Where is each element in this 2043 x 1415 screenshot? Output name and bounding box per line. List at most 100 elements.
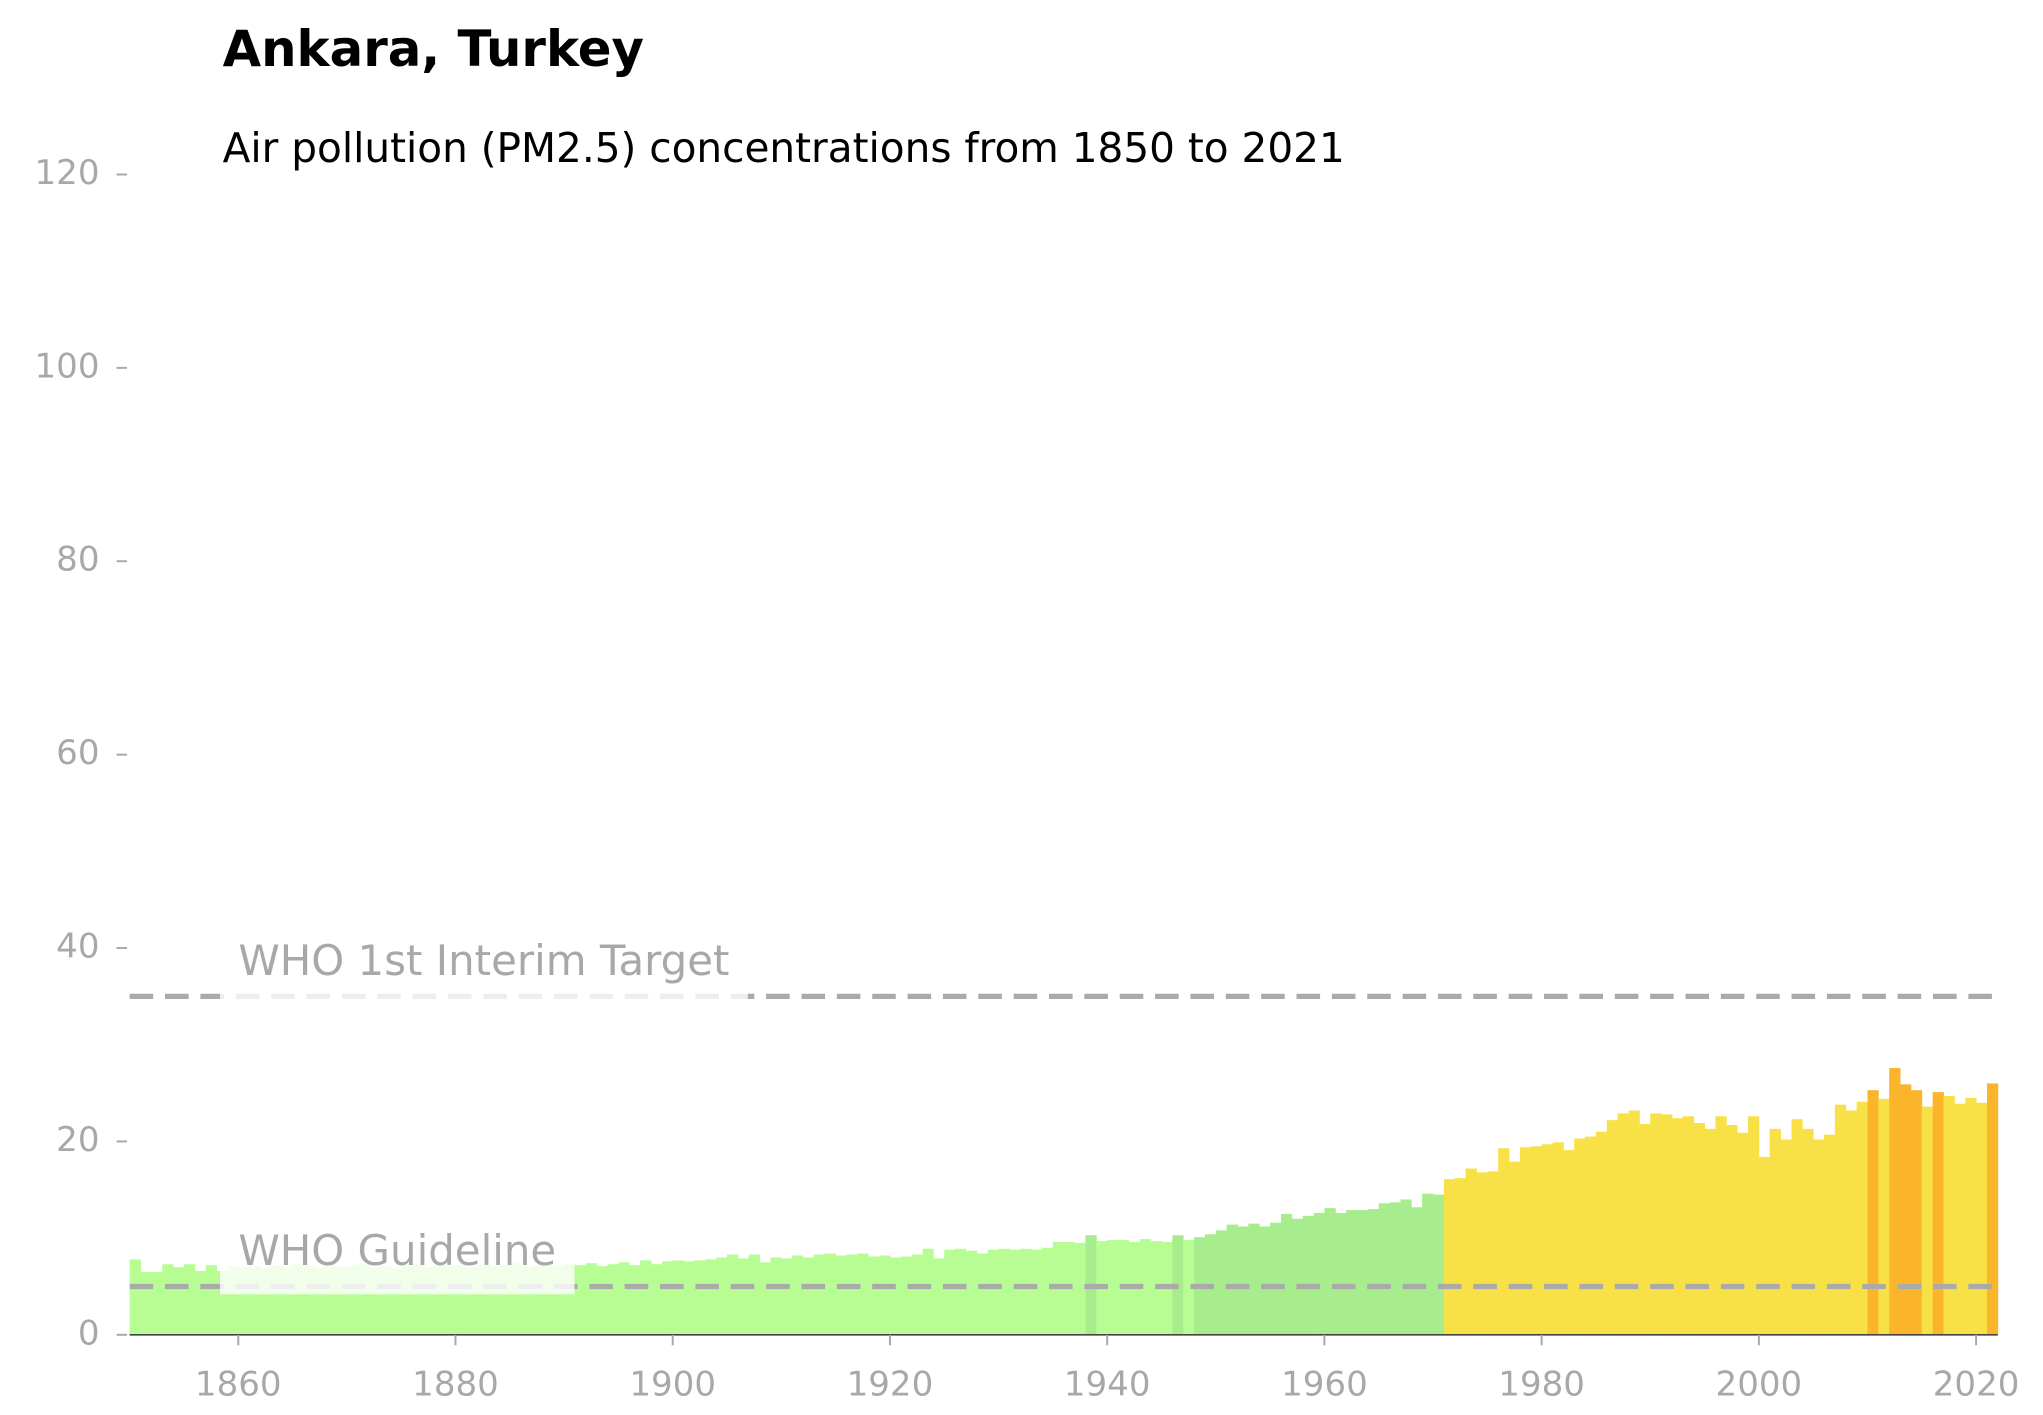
bar [542, 1264, 554, 1335]
bar [705, 1259, 717, 1335]
bar [1552, 1142, 1564, 1335]
bar [672, 1260, 684, 1335]
bar [694, 1260, 706, 1335]
bar [129, 1259, 141, 1335]
bar [944, 1249, 956, 1335]
bar [965, 1250, 978, 1335]
bar [303, 1266, 315, 1335]
bar [520, 1267, 532, 1335]
bar [1595, 1131, 1608, 1335]
bar [1291, 1218, 1304, 1335]
y-tick-label: 120 [35, 153, 100, 193]
bar [249, 1266, 261, 1335]
bar [1487, 1171, 1499, 1335]
bar [596, 1266, 608, 1335]
bar [1682, 1116, 1695, 1335]
x-tick-label: 2020 [1933, 1364, 2020, 1404]
x-tick-label: 1880 [412, 1364, 499, 1404]
bar [618, 1262, 630, 1335]
bar [1465, 1168, 1477, 1335]
bar [227, 1266, 239, 1335]
bar [1726, 1124, 1738, 1335]
bar [357, 1264, 369, 1335]
x-tick-label: 1940 [1064, 1364, 1151, 1404]
bar [1509, 1161, 1521, 1335]
x-tick-label: 1860 [195, 1364, 282, 1404]
bar [1107, 1240, 1119, 1335]
bar [183, 1264, 196, 1335]
y-tick-label: 100 [35, 346, 100, 386]
chart-subtitle: Air pollution (PM2.5) concentrations fro… [223, 124, 1345, 172]
x-tick-label: 1960 [1281, 1364, 1368, 1404]
bar [379, 1265, 391, 1335]
bar [868, 1256, 880, 1335]
bar [346, 1266, 359, 1335]
bar [433, 1265, 446, 1335]
bar [976, 1253, 989, 1335]
bar [205, 1265, 217, 1335]
bar [1530, 1146, 1543, 1335]
reference-label: WHO 1st Interim Target [238, 936, 729, 985]
bar [1280, 1213, 1293, 1335]
bar [879, 1255, 891, 1335]
bar [1400, 1199, 1412, 1335]
bar [1650, 1113, 1662, 1335]
bar [336, 1267, 348, 1335]
bar [1986, 1083, 1999, 1335]
y-tick-label: 40 [56, 927, 99, 967]
bar [1346, 1210, 1358, 1335]
bar [1910, 1090, 1923, 1335]
bar [846, 1254, 858, 1335]
bar [173, 1267, 185, 1335]
bar [813, 1254, 826, 1335]
bar [401, 1266, 413, 1335]
bar [1889, 1067, 1901, 1335]
bar [1378, 1203, 1390, 1335]
bar [1791, 1119, 1803, 1335]
bar [1237, 1226, 1249, 1335]
bar [531, 1265, 543, 1335]
bar [759, 1262, 771, 1335]
bar [1704, 1128, 1716, 1335]
bar [998, 1248, 1010, 1335]
bar [1965, 1097, 1977, 1335]
bar [933, 1258, 945, 1335]
x-tick-label: 1920 [847, 1364, 934, 1404]
bar [1845, 1110, 1858, 1335]
bar [270, 1265, 283, 1335]
bar [1454, 1178, 1467, 1335]
bar [1302, 1215, 1314, 1335]
bar [1563, 1150, 1575, 1335]
bar [314, 1268, 326, 1335]
bar [1606, 1120, 1619, 1335]
bar [140, 1271, 152, 1335]
y-tick-label: 20 [56, 1120, 99, 1160]
bar [835, 1255, 847, 1335]
bar [683, 1261, 695, 1335]
bar [1585, 1136, 1597, 1335]
bar [1900, 1084, 1912, 1335]
bar [1226, 1224, 1238, 1335]
bar [792, 1255, 804, 1335]
bar [629, 1265, 641, 1335]
bar [1954, 1103, 1966, 1335]
bar [1422, 1193, 1434, 1335]
bar [1921, 1106, 1934, 1335]
label-background [220, 1226, 575, 1295]
bar [488, 1266, 500, 1335]
bar [1009, 1249, 1021, 1335]
x-tick-label: 1900 [629, 1364, 716, 1404]
bar [466, 1267, 478, 1335]
bar [1802, 1128, 1814, 1335]
reference-label: WHO Guideline [238, 1226, 556, 1275]
bar [216, 1270, 228, 1335]
y-tick-label: 80 [56, 540, 99, 580]
bar [1389, 1202, 1401, 1335]
bar [574, 1265, 587, 1335]
bar [477, 1264, 489, 1335]
bar [1139, 1239, 1152, 1335]
bar [1693, 1123, 1705, 1335]
bar [564, 1264, 576, 1335]
bar [1824, 1134, 1836, 1335]
bar [1639, 1124, 1651, 1335]
